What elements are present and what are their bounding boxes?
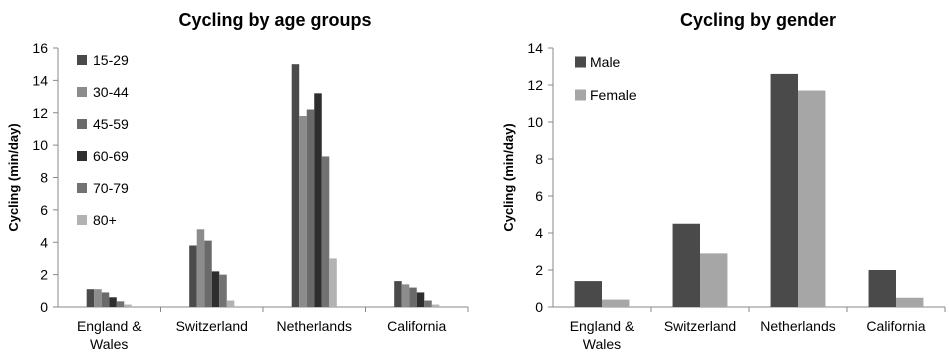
legend-label: 15-29 — [93, 52, 129, 68]
legend-swatch — [77, 55, 87, 65]
bar-45-59 — [409, 287, 417, 307]
x-category-label: Netherlands — [760, 318, 836, 334]
legend-label: 70-79 — [93, 180, 129, 196]
y-tick-label: 0 — [40, 299, 48, 315]
y-axis-label: Cycling (min/day) — [6, 123, 21, 231]
y-axis-label: Cycling (min/day) — [501, 123, 516, 231]
chart-title: Cycling by age groups — [178, 10, 371, 30]
bar-female — [602, 299, 630, 307]
bar-30-44 — [94, 289, 102, 307]
y-tick-label: 4 — [535, 225, 543, 241]
y-tick-label: 2 — [535, 262, 543, 278]
bar-female — [700, 253, 728, 307]
x-category-label: Wales — [90, 336, 128, 352]
x-category-label: Switzerland — [664, 318, 736, 334]
y-tick-label: 2 — [40, 267, 48, 283]
bar-60-69 — [314, 93, 322, 307]
y-tick-label: 10 — [527, 114, 543, 130]
y-tick-label: 16 — [32, 40, 48, 56]
bar-45-59 — [101, 292, 110, 307]
bar-60-69 — [109, 297, 117, 307]
x-category-label: Switzerland — [176, 318, 248, 334]
bar-70-79 — [116, 301, 125, 307]
legend-swatch — [77, 119, 87, 129]
bar-30-44 — [401, 284, 410, 307]
bar-80- — [329, 258, 337, 307]
bar-female — [798, 90, 826, 307]
y-tick-label: 0 — [535, 299, 543, 315]
bar-80- — [226, 300, 235, 307]
y-tick-label: 12 — [32, 105, 48, 121]
bar-female — [896, 297, 924, 307]
chart-1: Cycling by age groups Cycling (min/day) 0 2… — [6, 10, 469, 352]
y-tick-label: 8 — [535, 151, 543, 167]
bar-15-29 — [291, 64, 300, 307]
y-tick-label: 6 — [535, 188, 543, 204]
legend: Male Female — [575, 54, 637, 103]
y-tick-label: 14 — [527, 40, 543, 56]
y-tick-label: 14 — [32, 72, 48, 88]
bar-45-59 — [306, 109, 315, 307]
bar-70-79 — [219, 274, 227, 307]
bar-male — [574, 281, 602, 307]
bar-45-59 — [204, 240, 212, 307]
x-category-label: Netherlands — [277, 318, 353, 334]
bar-15-29 — [394, 281, 402, 307]
bar-70-79 — [424, 300, 432, 307]
legend-label: Male — [590, 54, 621, 70]
legend-label: 80+ — [93, 212, 117, 228]
bar-15-29 — [86, 289, 95, 307]
chart-title: Cycling by gender — [680, 10, 836, 30]
legend-label: 60-69 — [93, 148, 129, 164]
bar-15-29 — [189, 245, 197, 307]
legend-label: Female — [590, 87, 637, 103]
legend-swatch — [77, 87, 87, 97]
x-category-label: Wales — [583, 336, 621, 352]
bar-male — [868, 270, 896, 307]
bar-30-44 — [196, 229, 205, 307]
y-tick-label: 8 — [40, 170, 48, 186]
bar-60-69 — [211, 271, 220, 307]
legend-swatch — [575, 56, 586, 68]
legend-swatch — [575, 89, 586, 101]
y-tick-label: 4 — [40, 234, 48, 250]
bar-male — [770, 73, 798, 308]
bar-60-69 — [416, 292, 425, 307]
bar-80- — [431, 304, 440, 307]
y-tick-label: 10 — [32, 137, 48, 153]
y-tick-label: 12 — [527, 77, 543, 93]
legend: 15-29 30-44 45-59 60-69 70-79 80+ — [77, 52, 129, 228]
legend-swatch — [77, 183, 87, 193]
legend-swatch — [77, 151, 87, 161]
x-category-label: California — [387, 318, 446, 334]
x-category-label: England & — [570, 318, 635, 334]
x-category-label: California — [866, 318, 925, 334]
bar-30-44 — [299, 115, 307, 307]
legend-label: 30-44 — [93, 84, 129, 100]
x-category-label: England & — [77, 318, 142, 334]
legend-label: 45-59 — [93, 116, 129, 132]
bar-70-79 — [321, 156, 330, 307]
y-tick-label: 6 — [40, 202, 48, 218]
chart-2: Cycling by gender Cycling (min/day) 0 2 4 6 8 1… — [501, 10, 946, 352]
bar-male — [672, 223, 700, 307]
legend-swatch — [77, 215, 87, 225]
bar-80- — [124, 304, 132, 307]
